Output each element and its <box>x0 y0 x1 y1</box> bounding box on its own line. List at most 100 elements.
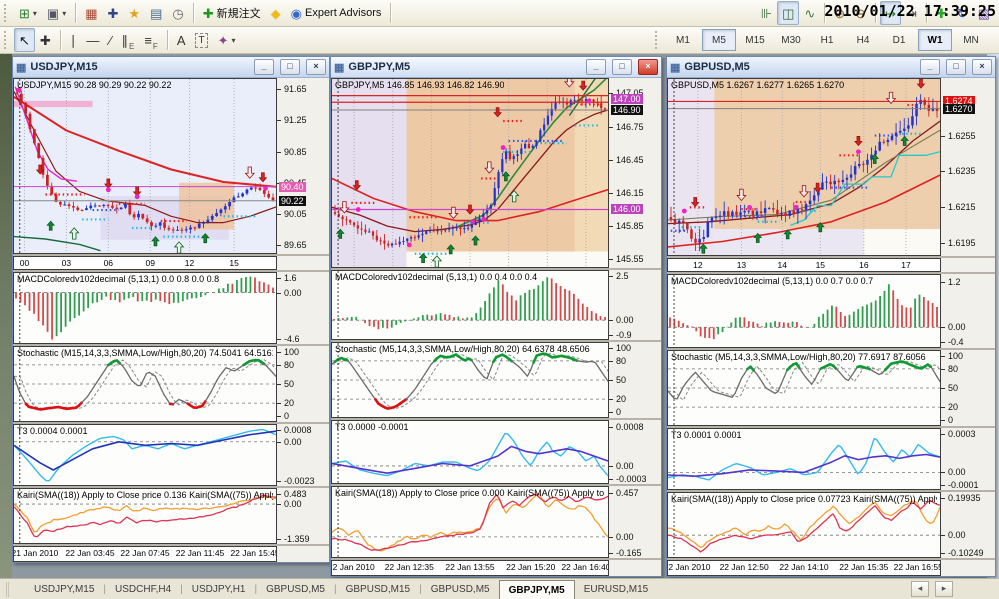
indicator-pane[interactable]: Kairi(SMA((18)) Apply to Close price 0.0… <box>331 486 609 558</box>
bar-chart-icon: ⊪ <box>760 5 773 21</box>
indicator-pane[interactable]: MACDColoredv102decimal (5,13,1) 0.0 0.8 … <box>13 272 277 344</box>
vertical-line-button[interactable]: ∣ <box>65 28 82 52</box>
price-badge: 1.6274 <box>943 96 975 107</box>
window-minimize-button[interactable]: _ <box>586 59 606 75</box>
indicator-pane[interactable]: Kairi(SMA((18)) Apply to Close price 0.0… <box>667 492 941 558</box>
bar-chart-button[interactable]: ⊪ <box>756 1 777 25</box>
navigator-button[interactable]: ★ <box>123 1 145 25</box>
tab-gbpusd-m5[interactable]: GBPUSD,M5 <box>266 583 325 595</box>
price-chart[interactable]: USDJPY,M15 90.28 90.29 90.22 90.22 <box>13 78 277 254</box>
axis-tick <box>277 292 281 294</box>
indicator-pane[interactable]: T3 0.0000 -0.0001 <box>331 420 609 484</box>
metaeditor-button[interactable]: ◆ <box>266 1 286 25</box>
axis-label: 0.00 <box>948 530 966 541</box>
indicator-pane[interactable]: MACDColoredv102decimal (5,13,1) 0.0 0.4 … <box>331 270 609 340</box>
indicators-button[interactable]: ✚ <box>931 1 952 25</box>
timeframe-h4-button[interactable]: H4 <box>856 34 870 46</box>
window-maximize-button[interactable]: □ <box>946 59 966 75</box>
pane-ind: T3 0.0001 0.0001 0.0003 0.00 -0.0001 <box>667 428 995 490</box>
toolbar-grip[interactable] <box>4 31 10 49</box>
profiles-button[interactable]: ▣ ▾ <box>42 1 71 25</box>
timeframe-mn-button[interactable]: MN <box>963 34 979 46</box>
indicator-pane[interactable]: T3 0.0001 0.0001 <box>667 428 941 490</box>
pane-chart: GBPUSD,M5 1.6267 1.6277 1.6265 1.6270 1.6… <box>667 78 995 256</box>
axis-tick <box>609 411 613 413</box>
indicator-pane[interactable]: Stochastic (M5,14,3,3,SMMA,Low/High,80,2… <box>667 350 941 426</box>
indicator-pane[interactable]: T3 0.0004 0.0001 <box>13 424 277 486</box>
axis-label: 2.5 <box>616 271 629 281</box>
price-chart[interactable]: GBPUSD,M5 1.6267 1.6277 1.6265 1.6270 <box>667 78 941 256</box>
axis-label: 0.0003 <box>948 429 976 440</box>
periods-button[interactable]: ↻ <box>952 1 973 25</box>
time-label: 22 Jan 15:35 <box>839 562 889 572</box>
window-close-button[interactable]: × <box>638 59 658 75</box>
timestamp-overlay: 2010/01/22 17:39:25 <box>824 2 996 20</box>
templates-button[interactable]: ▧ <box>973 1 995 25</box>
axis-label: 0.483 <box>284 489 307 499</box>
tab-usdchf-h4[interactable]: USDCHF,H4 <box>115 583 172 595</box>
terminal-button[interactable]: ▤ <box>145 1 167 25</box>
tab-gbpusd-m15[interactable]: GBPUSD,M15 <box>345 583 411 595</box>
text-button[interactable]: A <box>172 28 191 52</box>
timeframe-m5-button[interactable]: M5 <box>702 29 736 51</box>
expert-advisors-button[interactable]: ◉ Expert Advisors <box>286 1 387 25</box>
strategy-tester-button[interactable]: ◷ <box>167 1 188 25</box>
candlestick-chart-button[interactable]: ◫ <box>777 1 800 25</box>
cursor-button[interactable]: ↖ <box>14 28 35 52</box>
horizontal-line-button[interactable]: — <box>81 28 104 52</box>
data-window-button[interactable]: ✚ <box>103 1 124 25</box>
time-label: 22 Jan 11:45 <box>175 548 225 558</box>
axis-label: 1.6 <box>284 273 297 283</box>
tab-gbpusd-m5[interactable]: GBPUSD,M5 <box>430 583 490 595</box>
window-titlebar[interactable]: ▦ GBPUSD,M5 _ □ × <box>667 57 995 78</box>
window-minimize-button[interactable]: _ <box>920 59 940 75</box>
window-maximize-button[interactable]: □ <box>280 59 300 75</box>
arrows-button[interactable]: ✦ ▾ <box>213 28 241 52</box>
window-close-button[interactable]: × <box>306 59 326 75</box>
indicator-pane[interactable]: Stochastic (M15,14,3,3,SMMA,Low/High,80,… <box>13 346 277 422</box>
timeframe-m15-button[interactable]: M15 <box>745 34 765 46</box>
market-watch-button[interactable]: ▦ <box>80 1 102 25</box>
fibonacci-button[interactable]: ≡ F <box>139 28 162 52</box>
indicator-pane[interactable]: MACDColoredv102decimal (5,13,1) 0.0 0.7 … <box>667 274 941 348</box>
toolbar-grip[interactable] <box>4 4 10 22</box>
new-order-button[interactable]: ✚ 新規注文 <box>198 1 266 25</box>
window-minimize-button[interactable]: _ <box>254 59 274 75</box>
timeframe-m1-button[interactable]: M1 <box>676 34 690 46</box>
price-chart[interactable]: GBPJPY,M5 146.85 146.93 146.82 146.90 <box>331 78 609 268</box>
pane-ind: MACDColoredv102decimal (5,13,1) 0.0 0.7 … <box>667 274 995 348</box>
crosshair-button[interactable]: ✚ <box>35 28 56 52</box>
equidistant-channel-button[interactable]: ∥ E <box>116 28 139 52</box>
tab-gbpjpy-m5[interactable]: GBPJPY,M5 <box>498 580 575 599</box>
window-titlebar[interactable]: ▦ GBPJPY,M5 _ □ × <box>331 57 661 78</box>
text-label-button[interactable]: T <box>190 28 212 52</box>
indicator-pane[interactable]: Kairi(SMA((18)) Apply to Close price 0.1… <box>13 488 277 544</box>
timeframe-d1-button[interactable]: D1 <box>892 34 906 46</box>
timeframe-m30-button[interactable]: M30 <box>781 34 801 46</box>
new-chart-button[interactable]: ⊞ ▾ <box>14 1 42 25</box>
indicator-pane[interactable]: Stochastic (M5,14,3,3,SMMA,Low/High,80,2… <box>331 342 609 418</box>
toolbar-grip[interactable] <box>655 31 661 49</box>
window-close-button[interactable]: × <box>972 59 992 75</box>
timeframe-w1-button[interactable]: W1 <box>918 29 952 51</box>
chart-shift-button[interactable]: ⇥ <box>901 1 922 25</box>
axis-tick <box>277 364 281 366</box>
tab-usdjpy-h1[interactable]: USDJPY,H1 <box>191 583 246 595</box>
tab-eurusd-m15[interactable]: EURUSD,M15 <box>583 583 649 595</box>
indicator-label: T3 0.0004 0.0001 <box>17 426 88 436</box>
price-axis: 147.05 146.75 146.45 146.15 145.85 145.55 147.… <box>609 78 661 268</box>
auto-scroll-button[interactable]: ↦ <box>880 1 901 25</box>
tab-scroll-right-button[interactable]: ▸ <box>935 581 953 597</box>
toolbar-separator <box>75 3 77 23</box>
line-chart-button[interactable]: ∿ <box>799 1 820 25</box>
trendline-button[interactable]: ∕ <box>104 28 116 52</box>
zoom-in-button[interactable]: ⊕ <box>829 1 850 25</box>
axis-tick <box>277 339 281 340</box>
window-maximize-button[interactable]: □ <box>612 59 632 75</box>
tab-scroll-left-button[interactable]: ◂ <box>911 581 929 597</box>
axis-label: 100 <box>948 351 964 362</box>
zoom-out-button[interactable]: ⊖ <box>850 1 871 25</box>
tab-usdjpy-m15[interactable]: USDJPY,M15 <box>34 583 95 595</box>
timeframe-h1-button[interactable]: H1 <box>820 34 834 46</box>
window-titlebar[interactable]: ▦ USDJPY,M15 _ □ × <box>13 57 329 78</box>
